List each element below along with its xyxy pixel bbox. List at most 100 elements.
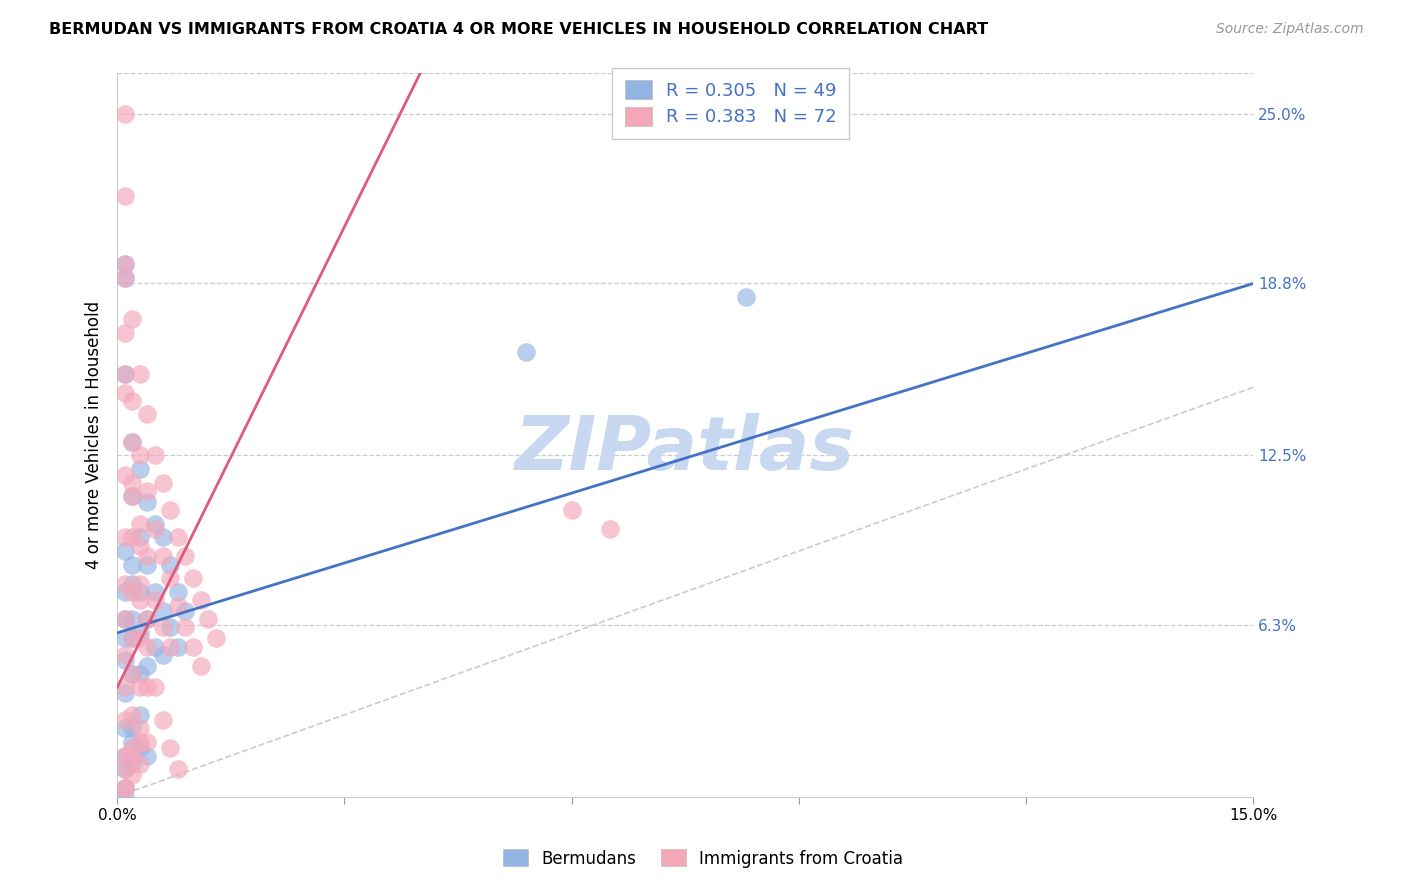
Point — [152, 549, 174, 564]
Point — [129, 626, 152, 640]
Point — [129, 756, 152, 771]
Point — [121, 707, 143, 722]
Point — [114, 257, 136, 271]
Point — [136, 612, 159, 626]
Point — [121, 489, 143, 503]
Point — [121, 489, 143, 503]
Point — [114, 748, 136, 763]
Point — [114, 748, 136, 763]
Point — [129, 539, 152, 553]
Point — [121, 666, 143, 681]
Point — [129, 576, 152, 591]
Point — [114, 722, 136, 736]
Point — [121, 756, 143, 771]
Point — [599, 522, 621, 536]
Point — [121, 632, 143, 646]
Point — [152, 475, 174, 490]
Point — [129, 722, 152, 736]
Point — [121, 735, 143, 749]
Point — [121, 312, 143, 326]
Point — [114, 367, 136, 381]
Point — [166, 599, 188, 613]
Point — [152, 620, 174, 634]
Point — [174, 604, 197, 618]
Point — [114, 271, 136, 285]
Point — [121, 434, 143, 449]
Legend: Bermudans, Immigrants from Croatia: Bermudans, Immigrants from Croatia — [491, 838, 915, 880]
Point — [152, 604, 174, 618]
Point — [159, 571, 181, 585]
Point — [136, 658, 159, 673]
Point — [129, 707, 152, 722]
Point — [129, 593, 152, 607]
Point — [152, 530, 174, 544]
Text: BERMUDAN VS IMMIGRANTS FROM CROATIA 4 OR MORE VEHICLES IN HOUSEHOLD CORRELATION : BERMUDAN VS IMMIGRANTS FROM CROATIA 4 OR… — [49, 22, 988, 37]
Point — [114, 686, 136, 700]
Point — [129, 516, 152, 531]
Point — [159, 558, 181, 572]
Point — [114, 367, 136, 381]
Point — [129, 462, 152, 476]
Point — [735, 290, 758, 304]
Point — [181, 640, 204, 654]
Point — [114, 326, 136, 340]
Point — [114, 681, 136, 695]
Point — [143, 522, 166, 536]
Point — [114, 763, 136, 777]
Point — [136, 483, 159, 498]
Point — [114, 648, 136, 662]
Point — [114, 530, 136, 544]
Point — [143, 449, 166, 463]
Point — [143, 593, 166, 607]
Point — [159, 503, 181, 517]
Point — [121, 558, 143, 572]
Point — [114, 781, 136, 796]
Point — [129, 681, 152, 695]
Point — [121, 632, 143, 646]
Point — [136, 408, 159, 422]
Point — [143, 681, 166, 695]
Point — [114, 271, 136, 285]
Point — [159, 620, 181, 634]
Point — [114, 632, 136, 646]
Point — [136, 549, 159, 564]
Point — [143, 516, 166, 531]
Point — [121, 576, 143, 591]
Legend: R = 0.305   N = 49, R = 0.383   N = 72: R = 0.305 N = 49, R = 0.383 N = 72 — [612, 68, 849, 139]
Point — [114, 585, 136, 599]
Point — [121, 768, 143, 782]
Point — [136, 748, 159, 763]
Point — [190, 593, 212, 607]
Point — [129, 632, 152, 646]
Point — [121, 612, 143, 626]
Point — [121, 722, 143, 736]
Point — [114, 385, 136, 400]
Point — [114, 576, 136, 591]
Point — [129, 735, 152, 749]
Point — [181, 571, 204, 585]
Point — [129, 740, 152, 755]
Point — [159, 740, 181, 755]
Point — [121, 530, 143, 544]
Text: ZIPatlas: ZIPatlas — [515, 413, 855, 486]
Point — [197, 612, 219, 626]
Point — [129, 666, 152, 681]
Point — [121, 585, 143, 599]
Point — [166, 585, 188, 599]
Point — [121, 740, 143, 755]
Point — [136, 495, 159, 509]
Point — [121, 434, 143, 449]
Point — [129, 530, 152, 544]
Point — [114, 789, 136, 804]
Point — [143, 585, 166, 599]
Point — [114, 107, 136, 121]
Point — [121, 475, 143, 490]
Point — [114, 467, 136, 482]
Point — [136, 558, 159, 572]
Point — [121, 748, 143, 763]
Point — [114, 781, 136, 796]
Point — [121, 666, 143, 681]
Point — [114, 763, 136, 777]
Point — [114, 612, 136, 626]
Point — [129, 585, 152, 599]
